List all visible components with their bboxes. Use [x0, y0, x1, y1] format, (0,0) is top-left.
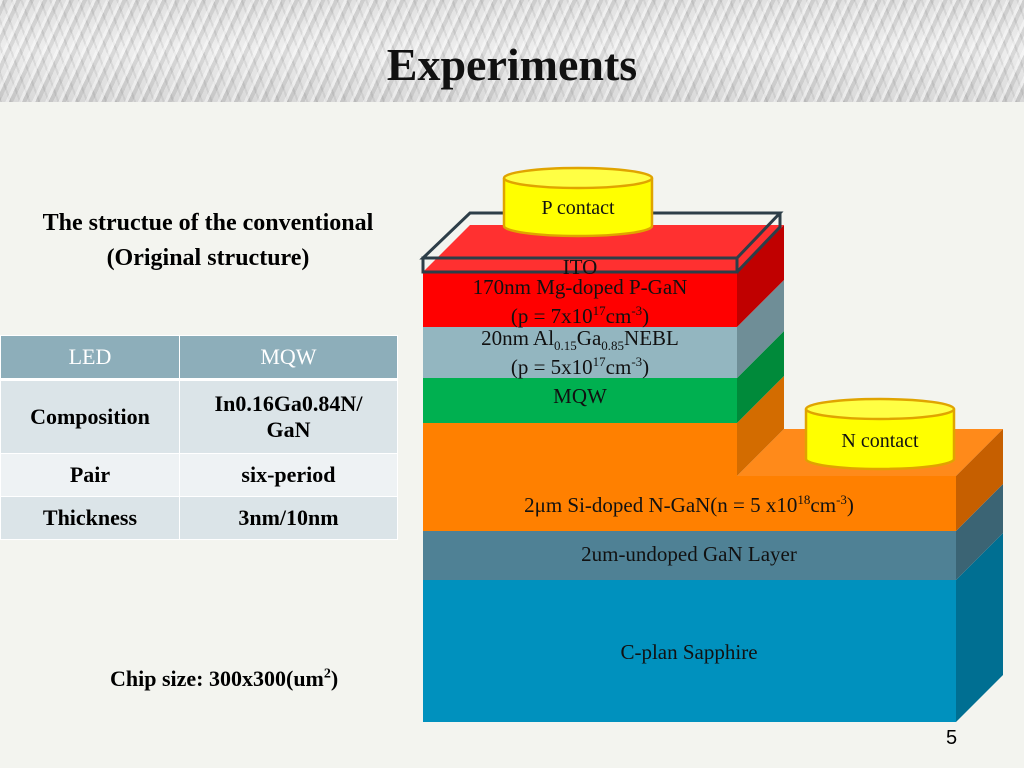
- ngan-label: 2μm Si-doped N-GaN(n = 5 x1018cm-3): [524, 492, 854, 517]
- pgan-label-line1: 170nm Mg-doped P-GaN: [473, 275, 688, 299]
- chip-size-sup: 2: [323, 666, 331, 682]
- pgan-top-face: [423, 225, 784, 272]
- n-contact-label: N contact: [841, 430, 919, 452]
- n-contact-bottom: [804, 458, 956, 471]
- ito-label: ITO: [563, 255, 598, 279]
- mqw-layer: [423, 378, 737, 423]
- title-banner: [0, 0, 1024, 102]
- ebl-layer: [423, 327, 737, 378]
- ngan-right-face: [956, 429, 1003, 531]
- row-value: 3nm/10nm: [178, 496, 399, 540]
- chip-size: Chip size: 300x300(um2): [110, 666, 338, 692]
- pgan-label-line2: (p = 7x1017cm-3): [511, 303, 649, 328]
- chip-size-close: ): [330, 666, 339, 691]
- ito-outline-side: [735, 213, 782, 274]
- table-row-thickness: Thickness 3nm/10nm: [0, 496, 399, 540]
- caption-line-2: (Original structure): [106, 245, 310, 271]
- ngan-layer: [423, 423, 956, 531]
- mqw-spec-table: LED MQW Composition In0.16Ga0.84N/ GaN P…: [0, 335, 399, 540]
- p-contact-label: P contact: [541, 197, 615, 219]
- ngan-step-side: [737, 376, 784, 476]
- row-value: six-period: [178, 453, 399, 497]
- value-line-1: In0.16Ga0.84N/: [214, 391, 363, 416]
- slide-title: Experiments: [386, 39, 638, 90]
- undoped-right-face: [956, 484, 1003, 580]
- row-label: Thickness: [0, 496, 180, 540]
- mqw-label: MQW: [553, 384, 607, 408]
- ebl-label-line1: 20nm Al0.15Ga0.85NEBL: [481, 326, 679, 353]
- value-line-2: GaN: [266, 417, 311, 442]
- pgan-right-face: [737, 225, 784, 327]
- undoped-gan-layer: [423, 531, 956, 580]
- pgan-layer: [423, 272, 737, 327]
- n-contact-top: [804, 397, 956, 421]
- p-contact-bottom: [502, 225, 654, 238]
- sapphire-right-face: [956, 533, 1003, 722]
- p-contact-top: [502, 166, 654, 190]
- sapphire-label: C-plan Sapphire: [620, 640, 757, 664]
- caption-line-1: The structue of the conventional: [42, 210, 374, 236]
- header-led: LED: [0, 335, 180, 380]
- page-number: 5: [946, 727, 958, 749]
- mqw-right-face: [737, 331, 784, 423]
- header-mqw: MQW: [178, 335, 399, 380]
- ebl-right-face: [737, 280, 784, 378]
- chip-size-text: Chip size: 300x300(um: [110, 666, 324, 691]
- ebl-label-line2: (p = 5x1017cm-3): [511, 354, 649, 379]
- ito-outline-front: [421, 256, 739, 274]
- row-label: Composition: [0, 378, 180, 454]
- sapphire-layer: [423, 580, 956, 722]
- undoped-label: 2um-undoped GaN Layer: [581, 542, 797, 566]
- table-header-row: LED MQW: [0, 335, 399, 380]
- structure-caption: The structue of the conventional (Origin…: [8, 206, 408, 276]
